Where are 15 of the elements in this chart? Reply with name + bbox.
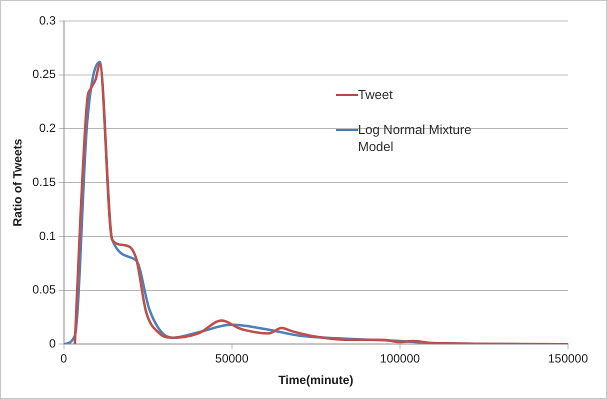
y-tick-label: 0 — [49, 336, 56, 351]
legend-label: Log Normal Mixture Model — [358, 121, 472, 155]
x-tick-label: 150000 — [548, 352, 588, 366]
legend-label: Tweet — [358, 86, 393, 103]
y-tick-label: 0.05 — [32, 282, 56, 297]
y-tick-label: 0.15 — [32, 174, 56, 189]
x-tick-label: 100000 — [380, 352, 420, 366]
y-tick-label: 0.1 — [39, 228, 56, 243]
x-tick-label: 0 — [60, 352, 68, 366]
y-tick-label: 0.25 — [32, 67, 56, 82]
x-tick-label: 50000 — [215, 352, 249, 366]
y-tick-label: 0.2 — [39, 121, 56, 136]
y-tick-label: 0.3 — [39, 13, 56, 28]
x-axis-title: Time(minute) — [278, 373, 354, 388]
y-axis-title: Ratio of Tweets — [10, 138, 25, 226]
